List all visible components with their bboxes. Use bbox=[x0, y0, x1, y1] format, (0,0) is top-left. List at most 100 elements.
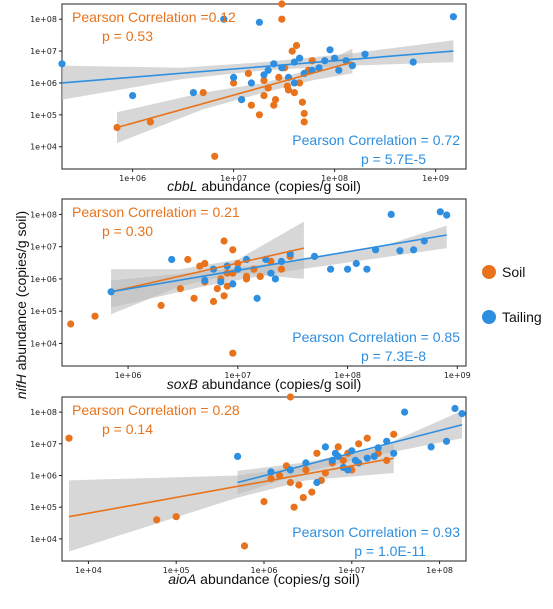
point-soil bbox=[275, 471, 284, 480]
annotation-r-tailing: Pearson Correlation = 0.93 bbox=[292, 524, 460, 540]
x-tick-label: 1e+07 bbox=[224, 371, 251, 380]
panel-cbbl: 1e+06 1e+07 1e+08 1e+09 1e+04 1e+05 1e+06 1e+07… bbox=[30, 0, 467, 194]
annotation-r-soil: Pearson Correlation = 0.28 bbox=[72, 402, 240, 418]
fit-line-tailing bbox=[110, 234, 447, 293]
point-soil bbox=[260, 92, 268, 100]
y-tick-label: 1e+04 bbox=[30, 339, 57, 348]
x-tick-label: 1e+07 bbox=[338, 566, 365, 575]
legend-label-tailing: Tailing bbox=[502, 309, 542, 325]
confidence-band-soil bbox=[69, 443, 394, 552]
point-tailing bbox=[363, 265, 371, 273]
point-tailing bbox=[217, 278, 225, 286]
point-tailing bbox=[331, 449, 339, 457]
fit-line-soil bbox=[116, 61, 353, 129]
point-tailing bbox=[370, 452, 378, 460]
y-tick-label: 1e+06 bbox=[30, 275, 57, 284]
point-soil bbox=[299, 494, 307, 502]
x-tick-label: 1e+08 bbox=[321, 174, 348, 183]
y-tick-label: 1e+06 bbox=[30, 79, 57, 88]
point-soil bbox=[153, 516, 161, 524]
point-tailing bbox=[253, 294, 261, 302]
point-soil bbox=[302, 466, 310, 474]
point-tailing bbox=[129, 92, 137, 100]
x-axis-label: aioA abundance (copies/g soil) bbox=[168, 571, 359, 587]
point-soil bbox=[278, 0, 286, 8]
point-tailing bbox=[229, 280, 237, 288]
y-tick-label: 1e+04 bbox=[30, 143, 57, 152]
y-tick-label: 1e+04 bbox=[30, 535, 57, 544]
point-tailing bbox=[315, 64, 323, 72]
point-soil bbox=[229, 246, 237, 254]
point-soil bbox=[157, 301, 165, 310]
point-soil bbox=[271, 96, 280, 104]
point-soil bbox=[213, 285, 221, 293]
x-tick-label: 1e+06 bbox=[251, 566, 278, 575]
point-soil bbox=[230, 79, 238, 87]
point-soil bbox=[172, 513, 180, 521]
point-tailing bbox=[264, 66, 272, 74]
point-tailing bbox=[396, 247, 404, 255]
y-axis-label: nifH abundance (copies/g soil) bbox=[13, 211, 29, 399]
point-soil bbox=[295, 481, 303, 489]
point-tailing bbox=[390, 449, 398, 457]
point-soil bbox=[363, 434, 371, 442]
confidence-band-tailing bbox=[62, 40, 454, 100]
point-tailing bbox=[58, 60, 66, 68]
point-soil bbox=[220, 237, 228, 245]
point-tailing bbox=[436, 208, 444, 216]
y-tick-label: 1e+07 bbox=[30, 243, 57, 252]
point-soil bbox=[355, 440, 363, 448]
x-tick-label: 1e+08 bbox=[334, 371, 361, 380]
point-tailing bbox=[296, 54, 304, 62]
fit-line-soil bbox=[110, 247, 305, 293]
point-soil bbox=[278, 15, 286, 23]
point-soil bbox=[298, 98, 306, 106]
point-tailing bbox=[335, 66, 343, 74]
point-soil bbox=[247, 101, 255, 109]
point-tailing bbox=[247, 79, 255, 87]
point-soil bbox=[300, 118, 308, 126]
fit-line-tailing bbox=[61, 50, 454, 84]
point-soil bbox=[65, 434, 73, 442]
fit-line-tailing bbox=[237, 423, 463, 484]
point-tailing bbox=[313, 478, 321, 487]
annotation-r-soil: Pearson Correlation = 0.21 bbox=[72, 204, 240, 220]
annotation-p-soil: p = 0.14 bbox=[102, 421, 153, 437]
x-tick-label: 1e+08 bbox=[426, 566, 453, 575]
point-tailing bbox=[351, 456, 359, 464]
point-tailing bbox=[189, 89, 197, 97]
x-tick-label: 1e+06 bbox=[115, 371, 142, 380]
legend-swatch-tailing bbox=[482, 310, 496, 324]
fit-line-soil bbox=[68, 457, 394, 518]
point-soil bbox=[313, 449, 321, 457]
point-soil bbox=[288, 47, 296, 55]
point-tailing bbox=[449, 13, 457, 21]
y-tick-label: 1e+05 bbox=[30, 307, 57, 316]
point-tailing bbox=[451, 404, 459, 413]
panel-aioa: 1e+04 1e+05 1e+06 1e+07 1e+08 1e+04 1e+05 1e+06… bbox=[30, 393, 467, 587]
point-tailing bbox=[327, 265, 335, 273]
confidence-band-tailing bbox=[111, 225, 447, 308]
y-tick-label: 1e+07 bbox=[30, 47, 57, 56]
annotation-r-tailing: Pearson Correlation = 0.85 bbox=[292, 329, 460, 345]
point-soil bbox=[290, 89, 298, 97]
point-soil bbox=[390, 430, 398, 438]
x-tick-label: 1e+06 bbox=[119, 174, 146, 183]
x-tick-label: 1e+09 bbox=[444, 371, 471, 380]
point-soil bbox=[339, 456, 347, 464]
point-soil bbox=[300, 109, 308, 118]
point-soil bbox=[275, 73, 283, 81]
x-axis-label: soxB abundance (copies/g soil) bbox=[167, 376, 362, 392]
point-soil bbox=[240, 542, 249, 550]
point-tailing bbox=[352, 259, 360, 268]
point-soil bbox=[176, 285, 184, 293]
y-tick-label: 1e+08 bbox=[30, 210, 57, 219]
y-tick-label: 1e+08 bbox=[30, 15, 57, 24]
annotation-r-tailing: Pearson Correlation = 0.72 bbox=[292, 132, 460, 148]
point-tailing bbox=[271, 275, 279, 283]
point-soil bbox=[260, 76, 268, 84]
legend-swatch-soil bbox=[482, 265, 496, 279]
point-tailing bbox=[255, 18, 263, 26]
point-soil bbox=[220, 292, 228, 300]
